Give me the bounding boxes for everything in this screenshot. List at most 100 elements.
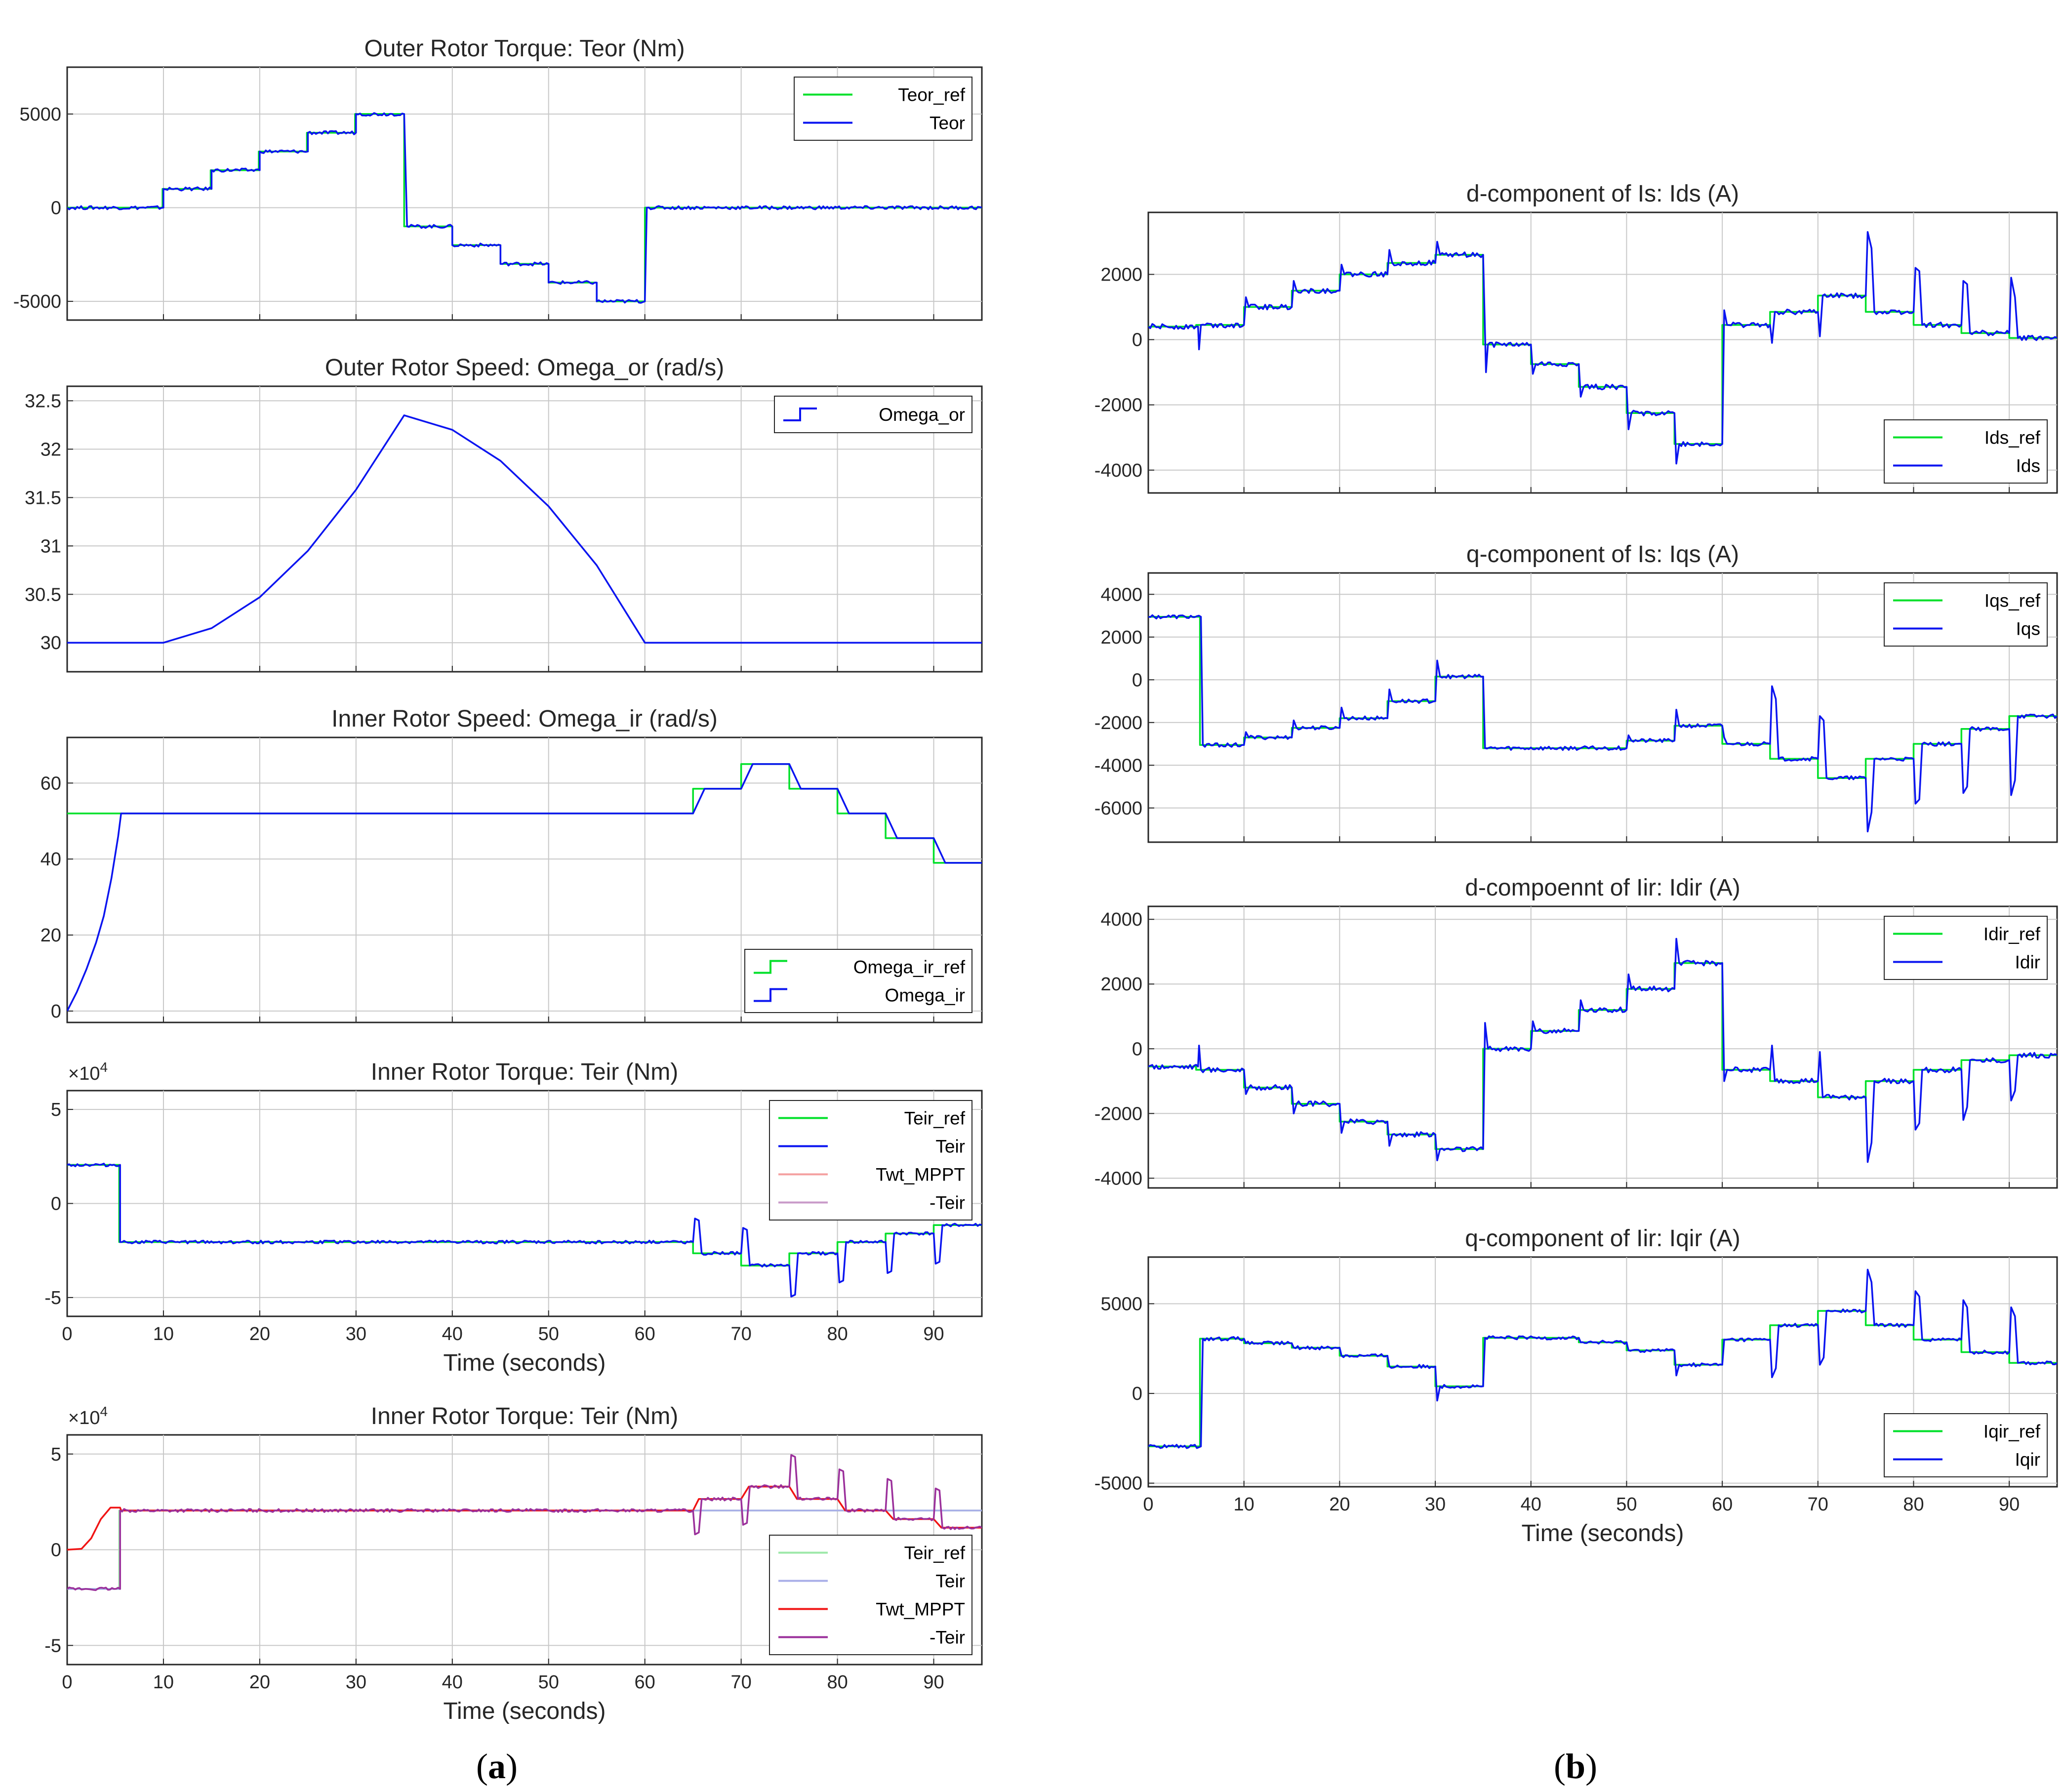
y-tick-label: -5000 xyxy=(1094,1473,1142,1494)
legend-item: Iqir xyxy=(1893,1450,2040,1470)
x-tick-label: 40 xyxy=(442,1672,463,1693)
x-tick-label: 80 xyxy=(827,1324,848,1344)
legend: Iqir_ref Iqir xyxy=(1884,1413,2048,1477)
x-tick-label: 50 xyxy=(538,1672,559,1693)
chart-omega_ir: 0 20 40 60 Inner Rotor Speed: Omega_ir (rad/… xyxy=(40,706,983,1023)
legend-label: Iqir_ref xyxy=(1983,1422,2041,1442)
legend-label: Teir_ref xyxy=(904,1108,966,1129)
legend-label: Omega_ir xyxy=(885,985,965,1006)
y-tick-label: 32.5 xyxy=(25,391,61,411)
x-tick-label: 60 xyxy=(635,1324,655,1344)
x-tick-label: 90 xyxy=(923,1324,944,1344)
x-tick-label: 90 xyxy=(1999,1494,2020,1515)
series-group xyxy=(67,1454,982,1591)
series-group xyxy=(1148,231,2057,465)
legend: Teir_ref Teir Twt_MPPT -Teir xyxy=(769,1535,972,1655)
legend-item: Omega_ir_ref xyxy=(754,957,966,977)
chart-title: d-compoennt of Iir: Idir (A) xyxy=(1465,875,1740,901)
series-group xyxy=(1148,937,2057,1163)
x-tick-label: 40 xyxy=(442,1324,463,1344)
legend-item: Idir_ref xyxy=(1893,924,2041,944)
y-tick-label: -2000 xyxy=(1094,395,1142,416)
legend-label: Omega_ir_ref xyxy=(853,957,966,977)
legend-item: -Teir xyxy=(778,1628,965,1648)
x-tick-label: 20 xyxy=(249,1324,270,1344)
axis-ticks: 0 20 40 60 xyxy=(40,773,934,1022)
x-tick-label: 90 xyxy=(923,1672,944,1693)
gridlines xyxy=(67,737,982,1022)
exponent-base: ×10 xyxy=(68,1408,100,1428)
series-line-ids xyxy=(1148,231,2057,465)
series-line-twt-mppt xyxy=(67,1485,982,1551)
axis-ticks: 0 10 20 30 40 50 60 70 80 90-505 xyxy=(44,1100,944,1344)
series-line-iqs xyxy=(1148,614,2057,833)
axis-ticks: -6000 -4000 -2000 0 2000 4000 xyxy=(1094,584,2010,842)
chart-title: Inner Rotor Speed: Omega_ir (rad/s) xyxy=(331,706,718,732)
legend-box xyxy=(769,1100,972,1221)
x-tick-label: 10 xyxy=(153,1672,174,1693)
legend-item: Teir_ref xyxy=(778,1543,966,1563)
legend: Teir_ref Teir Twt_MPPT -Teir xyxy=(769,1100,972,1221)
legend-item: Teor xyxy=(803,113,965,133)
legend-label: Ids_ref xyxy=(1984,428,2041,448)
legend-label: Iqs_ref xyxy=(1984,591,2041,611)
y-tick-label: 20 xyxy=(40,925,61,946)
legend-item: Twt_MPPT xyxy=(778,1165,965,1185)
legend-item: Ids xyxy=(1893,456,2040,476)
legend-box xyxy=(1884,916,2048,980)
x-tick-label: 20 xyxy=(249,1672,270,1693)
series-line-teir xyxy=(67,1162,982,1298)
legend-label: Ids xyxy=(2016,456,2040,476)
y-tick-label: -6000 xyxy=(1094,798,1142,819)
legend-label: Teir xyxy=(935,1137,965,1157)
y-tick-label: 0 xyxy=(51,198,61,218)
legend-label: Teir xyxy=(935,1571,965,1591)
x-axis-label: Time (seconds) xyxy=(444,1350,606,1376)
x-tick-label: 50 xyxy=(538,1324,559,1344)
chart-iqir: 0 10 20 30 40 50 60 70 80 90-500005000q-component… xyxy=(1094,1225,2058,1547)
y-tick-label: 4000 xyxy=(1100,909,1142,930)
legend-item: Omega_ir xyxy=(754,985,965,1006)
y-tick-label: 0 xyxy=(51,1001,61,1022)
chart-teor: -5000 0 5000 Outer Rotor Torque: Teor (Nm) T… xyxy=(13,36,983,321)
chart-title: Inner Rotor Torque: Teir (Nm) xyxy=(371,1059,678,1085)
legend-label: Iqs xyxy=(2016,619,2040,639)
legend-label: Iqir xyxy=(2015,1450,2040,1470)
x-tick-label: 30 xyxy=(1425,1494,1446,1515)
legend-label: Teir_ref xyxy=(904,1543,966,1563)
legend-label: -Teir xyxy=(930,1628,965,1648)
series-group xyxy=(1148,614,2057,833)
chart-title: Outer Rotor Torque: Teor (Nm) xyxy=(364,36,685,62)
x-tick-label: 70 xyxy=(730,1324,751,1344)
y-tick-label: -4000 xyxy=(1094,755,1142,776)
legend-item: Teir xyxy=(778,1137,965,1157)
legend: Idir_ref Idir xyxy=(1884,916,2048,980)
legend: Teor_ref Teor xyxy=(794,77,972,141)
panel-label: (b) xyxy=(1554,1747,1597,1786)
y-tick-label: 31 xyxy=(40,536,61,557)
y-tick-label: -5 xyxy=(44,1635,61,1656)
x-tick-label: 40 xyxy=(1521,1494,1541,1515)
legend-item: Iqir_ref xyxy=(1893,1422,2041,1442)
gridlines xyxy=(1148,212,2057,493)
y-tick-label: 60 xyxy=(40,773,61,794)
panel-label-open: ( xyxy=(1554,1747,1566,1786)
x-tick-label: 0 xyxy=(62,1672,72,1693)
y-tick-label: -2000 xyxy=(1094,713,1142,733)
y-tick-label: 32 xyxy=(40,439,61,460)
x-tick-label: 80 xyxy=(827,1672,848,1693)
y-tick-label: 30.5 xyxy=(25,584,61,605)
legend-item: Twt_MPPT xyxy=(778,1599,965,1620)
x-axis-label: Time (seconds) xyxy=(444,1698,606,1724)
exponent-base: ×10 xyxy=(68,1063,100,1084)
chart-title: d-component of Is: Ids (A) xyxy=(1466,181,1739,207)
y-tick-label: 31.5 xyxy=(25,488,61,508)
y-tick-label: 0 xyxy=(1132,1384,1142,1404)
series-line-iqir-ref xyxy=(1148,1310,2057,1448)
chart-title: Inner Rotor Torque: Teir (Nm) xyxy=(371,1403,678,1429)
chart-ids: -4000 -2000 0 2000 d-component of Is: Ids (A… xyxy=(1094,181,2058,494)
x-axis-label: Time (seconds) xyxy=(1522,1520,1684,1547)
legend-box xyxy=(774,396,972,433)
